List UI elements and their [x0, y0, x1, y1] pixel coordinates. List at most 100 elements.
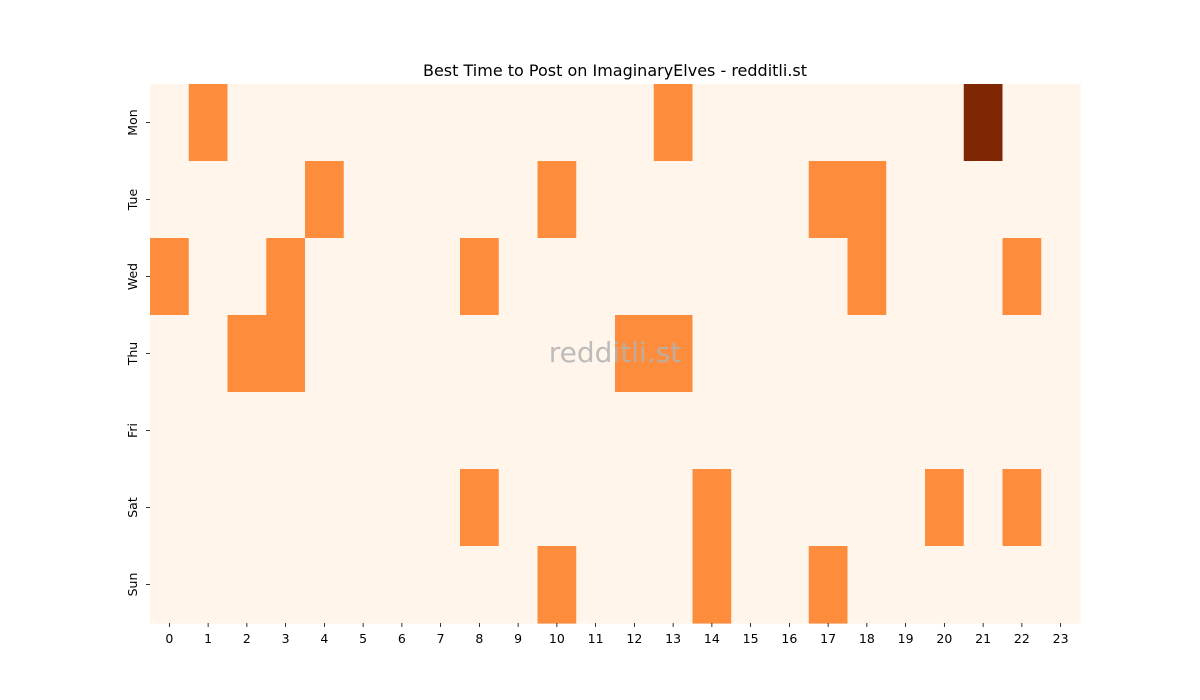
- x-tick-label: 11: [588, 631, 604, 646]
- heatmap-cell: [1002, 315, 1042, 393]
- heatmap-cell: [188, 84, 229, 162]
- heatmap-cell: [421, 84, 461, 162]
- heatmap-cell: [770, 238, 810, 316]
- heatmap-cell: [653, 546, 694, 624]
- x-tick-label: 4: [320, 631, 328, 646]
- heatmap-cell: [1041, 546, 1081, 624]
- heatmap-cell: [305, 238, 345, 316]
- heatmap-cell: [963, 238, 1004, 316]
- heatmap-cell: [343, 84, 384, 162]
- heatmap-cell: [460, 546, 500, 624]
- x-tick-label: 20: [936, 631, 952, 646]
- x-tick-label: 8: [475, 631, 483, 646]
- heatmap-cell: [1041, 469, 1081, 547]
- heatmap-cell: [1002, 84, 1042, 162]
- heatmap-cell: [963, 315, 1004, 393]
- heatmap-cell: [382, 392, 422, 470]
- heatmap-cell: [615, 546, 655, 624]
- heatmap-cell: [770, 546, 810, 624]
- x-tick-label: 23: [1053, 631, 1069, 646]
- heatmap-cell: [692, 546, 732, 624]
- heatmap-cell: [576, 315, 616, 393]
- heatmap-cell: [305, 546, 345, 624]
- heatmap-cell: [537, 84, 577, 162]
- heatmap-cell: [925, 84, 965, 162]
- heatmap-cell: [886, 546, 926, 624]
- heatmap-cell: [498, 161, 539, 239]
- heatmap-cell: [576, 392, 616, 470]
- heatmap-cell: [498, 546, 539, 624]
- heatmap-cell: [188, 392, 229, 470]
- heatmap-cell: [692, 315, 732, 393]
- heatmap-cell: [343, 469, 384, 547]
- x-tick-label: 0: [165, 631, 173, 646]
- heatmap-cell: [498, 315, 539, 393]
- heatmap-cell: [227, 161, 267, 239]
- heatmap-cell: [150, 238, 190, 316]
- heatmap-cell: [615, 161, 655, 239]
- heatmap-cell: [266, 238, 306, 316]
- heatmap-cell: [886, 392, 926, 470]
- heatmap-cell: [615, 84, 655, 162]
- heatmap-cell: [1041, 392, 1081, 470]
- heatmap-cell: [963, 546, 1004, 624]
- x-tick-label: 9: [514, 631, 522, 646]
- heatmap-cell: [537, 315, 577, 393]
- heatmap-cell: [653, 161, 694, 239]
- y-tick-label: Wed: [125, 263, 140, 290]
- x-tick-label: 16: [781, 631, 797, 646]
- heatmap-cell: [886, 315, 926, 393]
- heatmap-cell: [537, 238, 577, 316]
- heatmap-cell: [266, 84, 306, 162]
- heatmap-cell: [925, 546, 965, 624]
- heatmap-cell: [266, 392, 306, 470]
- heatmap-cell: [227, 392, 267, 470]
- heatmap-cell: [886, 161, 926, 239]
- heatmap-cell: [886, 238, 926, 316]
- heatmap-cell: [305, 469, 345, 547]
- x-tick-label: 12: [626, 631, 642, 646]
- heatmap-cell: [692, 392, 732, 470]
- heatmap-cell: [421, 238, 461, 316]
- heatmap-cell: [382, 469, 422, 547]
- heatmap-cells: [150, 84, 1081, 624]
- heatmap-cell: [808, 546, 849, 624]
- heatmap-cell: [498, 469, 539, 547]
- heatmap-cell: [847, 392, 887, 470]
- heatmap-cell: [460, 469, 500, 547]
- heatmap-cell: [537, 469, 577, 547]
- heatmap-cell: [576, 469, 616, 547]
- heatmap-cell: [1002, 392, 1042, 470]
- x-tick-label: 6: [398, 631, 406, 646]
- heatmap-cell: [382, 84, 422, 162]
- heatmap-cell: [963, 392, 1004, 470]
- x-tick-label: 17: [820, 631, 836, 646]
- heatmap-cell: [770, 392, 810, 470]
- heatmap-cell: [925, 392, 965, 470]
- heatmap-cell: [692, 469, 732, 547]
- heatmap-cell: [1002, 546, 1042, 624]
- heatmap-cell: [266, 161, 306, 239]
- heatmap-cell: [925, 469, 965, 547]
- x-tick-label: 19: [898, 631, 914, 646]
- heatmap-cell: [1041, 84, 1081, 162]
- heatmap-cell: [731, 161, 771, 239]
- heatmap-cell: [421, 161, 461, 239]
- heatmap-cell: [150, 84, 190, 162]
- heatmap-cell: [576, 84, 616, 162]
- heatmap-cell: [421, 469, 461, 547]
- heatmap-cell: [770, 84, 810, 162]
- y-tick-label: Tue: [125, 189, 140, 212]
- heatmap-cell: [886, 84, 926, 162]
- heatmap-cell: [188, 315, 229, 393]
- x-axis: 0 1 2 3 4 5 6 7 8 9 10 11 12 13 14 15 16 17 18 19 20 21 22 23: [165, 623, 1069, 646]
- heatmap-cell: [188, 469, 229, 547]
- heatmap-cell: [653, 315, 694, 393]
- heatmap-cell: [615, 392, 655, 470]
- watermark: redditli.st: [549, 336, 681, 369]
- x-tick-label: 3: [282, 631, 290, 646]
- heatmap-cell: [847, 238, 887, 316]
- heatmap-cell: [343, 315, 384, 393]
- heatmap-cell: [1002, 469, 1042, 547]
- x-tick-label: 5: [359, 631, 367, 646]
